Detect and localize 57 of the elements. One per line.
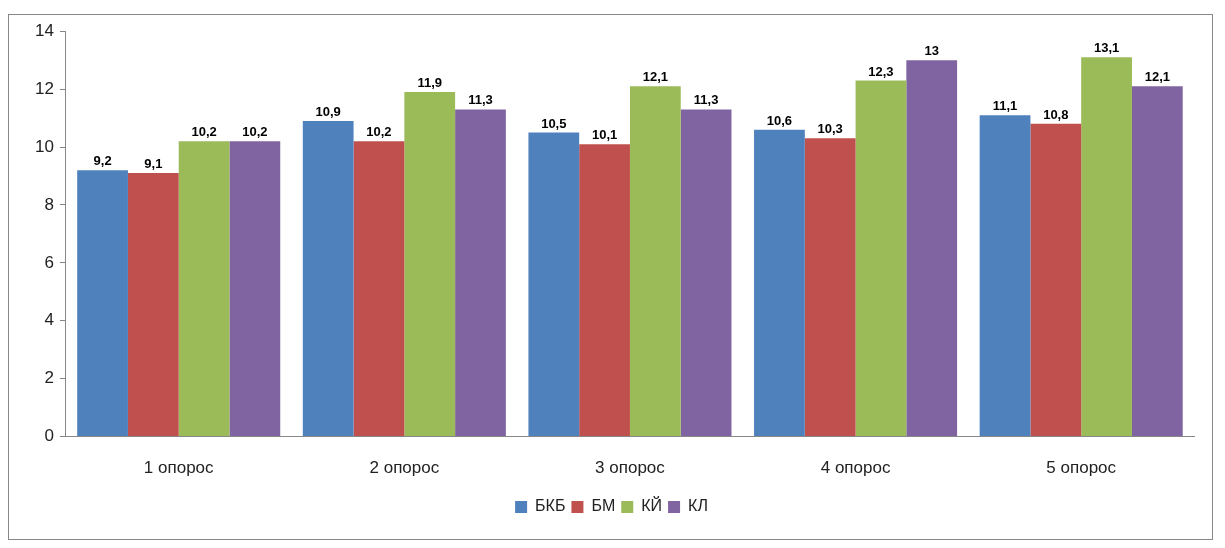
data-label: 12,1 — [642, 69, 668, 85]
data-label: 10,5 — [541, 115, 567, 131]
legend-label: КЛ — [688, 497, 708, 515]
data-label: 9,2 — [93, 153, 112, 169]
data-label: 9,1 — [144, 156, 163, 172]
bar — [579, 144, 630, 437]
y-tick-label: 4 — [44, 310, 54, 330]
bar — [77, 170, 128, 437]
bar — [229, 141, 281, 437]
legend-label: БКБ — [535, 497, 566, 515]
data-label: 10,6 — [766, 112, 793, 128]
x-tick-label: 2 опорос — [369, 458, 440, 478]
data-label: 10,8 — [1043, 106, 1069, 122]
data-label: 12,1 — [1144, 69, 1170, 85]
bar — [528, 132, 580, 437]
bar — [804, 138, 856, 437]
bar — [906, 60, 958, 437]
x-tick-label: 5 опорос — [1046, 458, 1117, 478]
y-tick-label: 2 — [44, 368, 54, 388]
x-tick-label: 1 опорос — [143, 458, 215, 478]
data-label: 10,9 — [315, 104, 341, 120]
y-tick-label: 14 — [34, 20, 54, 40]
data-label: 12,3 — [868, 63, 894, 79]
bar — [629, 86, 681, 437]
data-label: 11,3 — [693, 92, 719, 108]
data-label: 10,2 — [366, 124, 392, 140]
bar — [979, 115, 1031, 437]
y-tick-label: 10 — [34, 136, 54, 156]
bar — [680, 109, 732, 437]
data-label: 10,2 — [242, 124, 268, 140]
x-tick-label: 3 опорос — [595, 458, 666, 478]
y-tick-label: 0 — [44, 426, 54, 446]
bar — [404, 92, 456, 437]
y-tick-label: 12 — [34, 78, 54, 98]
bar — [754, 129, 805, 437]
data-label: 10,2 — [191, 124, 217, 140]
legend-label: КЙ — [641, 496, 663, 515]
bar — [855, 80, 907, 437]
bar — [302, 120, 354, 437]
bar — [455, 109, 506, 437]
bar — [178, 141, 230, 437]
legend-label: БМ — [591, 497, 616, 515]
bar — [1030, 123, 1082, 437]
y-tick-label: 8 — [44, 194, 54, 214]
data-label: 11,3 — [468, 92, 493, 108]
data-label: 13 — [924, 43, 939, 59]
x-tick-label: 4 опорос — [820, 458, 891, 478]
bar — [1131, 86, 1183, 437]
data-label: 13,1 — [1093, 40, 1120, 56]
data-label: 10,1 — [591, 127, 618, 143]
y-tick-label: 6 — [44, 252, 54, 272]
data-label: 10,3 — [817, 121, 843, 137]
bar — [127, 173, 179, 437]
bar — [1081, 57, 1132, 437]
data-label: 11,1 — [992, 98, 1018, 114]
bar — [353, 141, 405, 437]
data-label: 11,9 — [417, 75, 443, 91]
